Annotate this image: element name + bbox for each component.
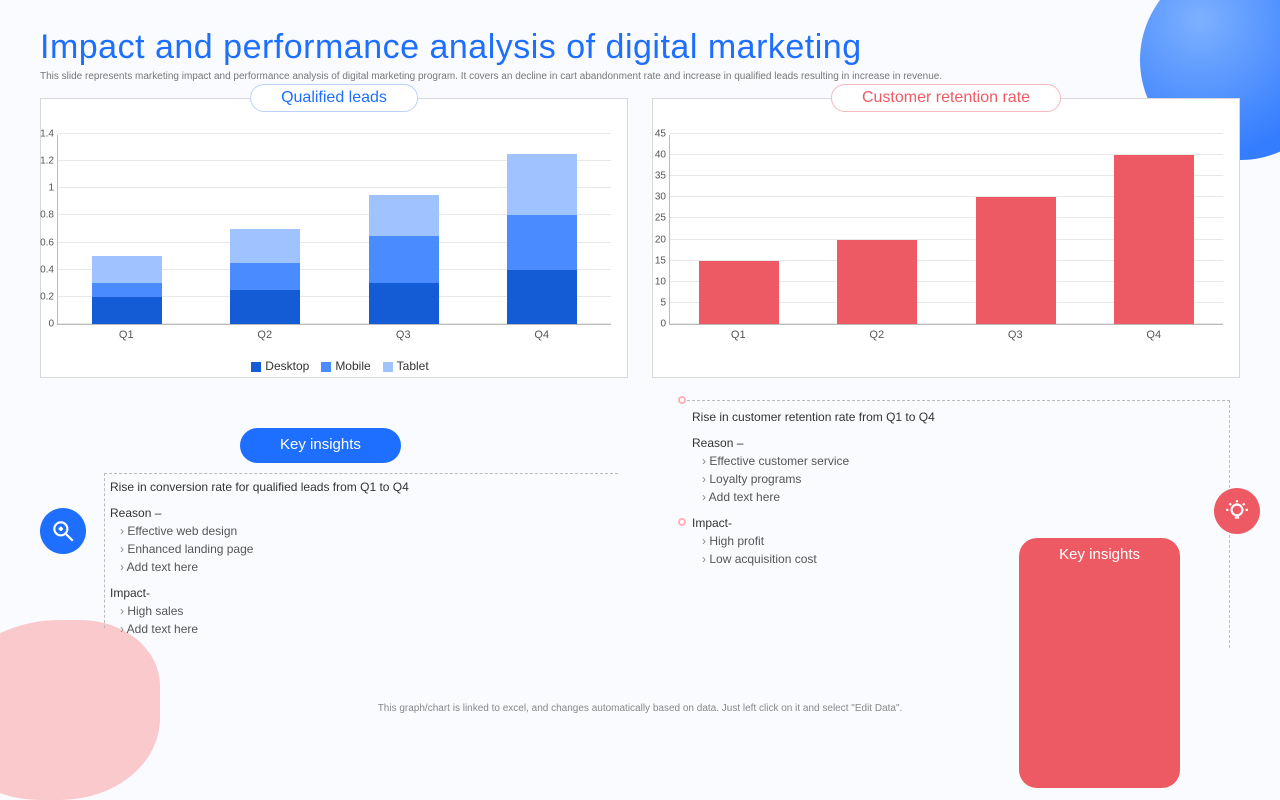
list-item: Enhanced landing page bbox=[120, 540, 598, 558]
key-insights-badge-red: Key insights bbox=[1019, 538, 1180, 788]
xlabels-left: Q1 Q2 Q3 Q4 bbox=[57, 329, 611, 341]
bar-group bbox=[369, 195, 439, 324]
ytick: 5 bbox=[642, 297, 666, 308]
bar bbox=[699, 261, 779, 324]
xtick: Q1 bbox=[119, 329, 134, 341]
page-title: Impact and performance analysis of digit… bbox=[40, 28, 1240, 67]
list-item: High sales bbox=[120, 602, 598, 620]
ytick: 1 bbox=[30, 183, 54, 194]
bar-segment bbox=[507, 270, 577, 324]
ytick: 10 bbox=[642, 276, 666, 287]
bar-segment bbox=[369, 236, 439, 284]
bar bbox=[976, 197, 1056, 324]
reason-label-left: Reason – bbox=[110, 504, 598, 522]
ytick: 0.2 bbox=[30, 291, 54, 302]
key-insights-badge-blue: Key insights bbox=[240, 428, 401, 463]
legend-label: Tablet bbox=[397, 359, 429, 373]
list-item: Effective customer service bbox=[702, 452, 1210, 470]
chart-title-left: Qualified leads bbox=[250, 84, 418, 112]
legend-label: Desktop bbox=[265, 359, 309, 373]
bar-segment bbox=[92, 256, 162, 283]
ytick: 0.6 bbox=[30, 237, 54, 248]
ytick: 1.4 bbox=[30, 129, 54, 140]
ytick: 15 bbox=[642, 255, 666, 266]
bar-segment bbox=[369, 283, 439, 324]
xtick: Q3 bbox=[396, 329, 411, 341]
bar-group bbox=[507, 154, 577, 324]
bar-group bbox=[92, 256, 162, 324]
bar bbox=[1114, 155, 1194, 324]
impact-label-left: Impact- bbox=[110, 584, 598, 602]
chart-customer-retention: Customer retention rate 0510152025303540… bbox=[652, 98, 1240, 378]
list-item: Add text here bbox=[702, 488, 1210, 506]
ytick: 30 bbox=[642, 192, 666, 203]
ytick: 35 bbox=[642, 171, 666, 182]
xtick: Q4 bbox=[534, 329, 549, 341]
insights-left: Key insights Rise in conversion rate for… bbox=[40, 388, 628, 638]
ytick: 25 bbox=[642, 213, 666, 224]
legend-swatch bbox=[321, 362, 331, 372]
list-item: Effective web design bbox=[120, 522, 598, 540]
xtick: Q3 bbox=[1008, 329, 1023, 341]
page-subtitle: This slide represents marketing impact a… bbox=[40, 71, 1240, 82]
list-item: Add text here bbox=[120, 620, 598, 638]
insights-right: Key insights Rise in customer retention … bbox=[652, 388, 1240, 638]
insight-lead-left: Rise in conversion rate for qualified le… bbox=[110, 478, 598, 496]
chart-qualified-leads: Qualified leads 00.20.40.60.811.21.4 Q1Q… bbox=[40, 98, 628, 378]
ytick: 0.8 bbox=[30, 210, 54, 221]
header: Impact and performance analysis of digit… bbox=[0, 0, 1280, 86]
bulb-icon bbox=[1214, 488, 1260, 534]
connector-dot bbox=[678, 518, 686, 526]
footnote: This graph/chart is linked to excel, and… bbox=[0, 703, 1280, 714]
xtick: Q2 bbox=[869, 329, 884, 341]
ytick: 40 bbox=[642, 150, 666, 161]
reason-label-right: Reason – bbox=[692, 434, 1210, 452]
legend-swatch bbox=[251, 362, 261, 372]
ytick: 1.2 bbox=[30, 156, 54, 167]
connector-dot bbox=[678, 396, 686, 404]
impact-label-right: Impact- bbox=[692, 514, 1210, 532]
ytick: 45 bbox=[642, 129, 666, 140]
legend-label: Mobile bbox=[335, 359, 370, 373]
ytick: 0 bbox=[30, 319, 54, 330]
plot-left: 00.20.40.60.811.21.4 bbox=[57, 135, 611, 325]
bar-group bbox=[230, 229, 300, 324]
legend-left: Desktop Mobile Tablet bbox=[57, 359, 611, 373]
legend-swatch bbox=[383, 362, 393, 372]
reasons-right: Effective customer serviceLoyalty progra… bbox=[692, 452, 1210, 506]
bar-segment bbox=[92, 297, 162, 324]
xtick: Q1 bbox=[731, 329, 746, 341]
bar-segment bbox=[230, 290, 300, 324]
bar-segment bbox=[230, 229, 300, 263]
ytick: 0.4 bbox=[30, 264, 54, 275]
bar-segment bbox=[230, 263, 300, 290]
xtick: Q2 bbox=[257, 329, 272, 341]
ytick: 20 bbox=[642, 234, 666, 245]
chart-title-right: Customer retention rate bbox=[831, 84, 1061, 112]
xlabels-right: Q1 Q2 Q3 Q4 bbox=[669, 329, 1223, 341]
bar-segment bbox=[369, 195, 439, 236]
xtick: Q4 bbox=[1146, 329, 1161, 341]
bar-segment bbox=[507, 215, 577, 269]
reasons-left: Effective web designEnhanced landing pag… bbox=[110, 522, 598, 576]
bar-segment bbox=[507, 154, 577, 215]
plot-right: 051015202530354045 bbox=[669, 135, 1223, 325]
list-item: Loyalty programs bbox=[702, 470, 1210, 488]
list-item: Add text here bbox=[120, 558, 598, 576]
bar bbox=[837, 240, 917, 324]
insight-lead-right: Rise in customer retention rate from Q1 … bbox=[692, 408, 1210, 426]
bar-segment bbox=[92, 283, 162, 297]
ytick: 0 bbox=[642, 319, 666, 330]
magnify-icon bbox=[40, 508, 86, 554]
impacts-left: High salesAdd text here bbox=[110, 602, 598, 638]
